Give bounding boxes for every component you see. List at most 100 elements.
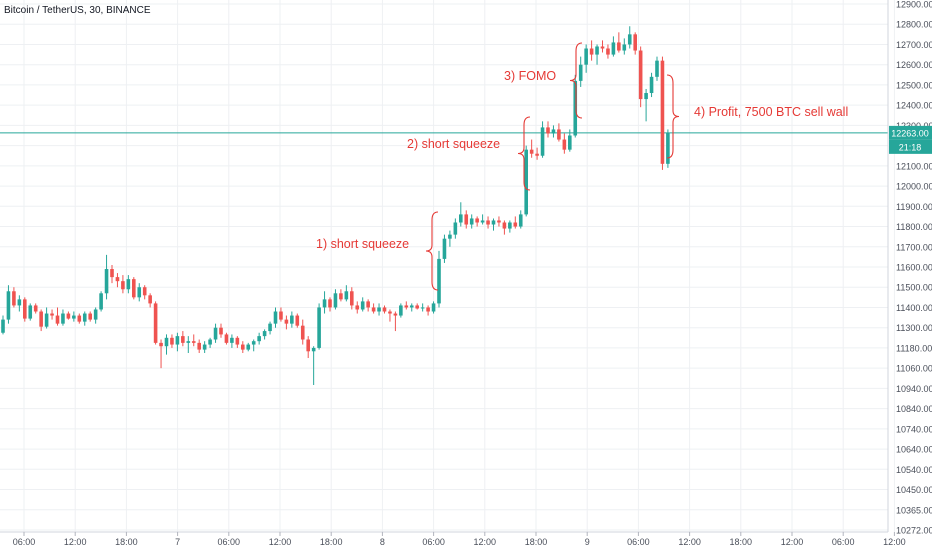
- candle-body: [290, 315, 294, 324]
- candle-body: [115, 277, 120, 282]
- candle-body: [595, 46, 599, 55]
- candle-body: [251, 341, 256, 345]
- candle: [546, 121, 550, 138]
- candle: [6, 285, 11, 324]
- price-tick-label: 11600.00: [896, 263, 932, 273]
- candle: [535, 147, 539, 160]
- candle-body: [497, 220, 501, 223]
- candle: [589, 40, 594, 61]
- candle-body: [557, 129, 561, 140]
- candle: [442, 234, 447, 263]
- annotation-brace: [569, 42, 583, 119]
- candle-body: [181, 336, 185, 343]
- candle-body: [219, 327, 223, 335]
- price-tick-label: 12600.00: [896, 60, 932, 70]
- price-tick-label: 11300.00: [896, 323, 932, 333]
- candle-body: [644, 93, 648, 100]
- candle: [251, 339, 256, 352]
- candle-body: [360, 301, 365, 310]
- candle-body: [6, 291, 11, 320]
- candle: [257, 332, 261, 345]
- candle-body: [366, 301, 370, 308]
- candle-body: [633, 34, 637, 51]
- candle-body: [344, 291, 349, 300]
- candle: [77, 313, 82, 324]
- price-tick-label: 12400.00: [896, 101, 932, 111]
- candle-body: [39, 311, 43, 327]
- price-tick-label: 12900.00: [896, 0, 932, 10]
- candle-body: [666, 132, 670, 164]
- candle-body: [551, 129, 556, 134]
- candle: [649, 72, 654, 98]
- candle-body: [638, 50, 643, 100]
- candle-body: [502, 222, 507, 229]
- price-tick-label: 10740.00: [896, 424, 932, 434]
- candle: [453, 218, 458, 239]
- candle-body: [339, 293, 343, 300]
- candle-body: [611, 42, 616, 55]
- countdown-label: 21:18: [899, 142, 922, 152]
- candle-body: [12, 291, 16, 306]
- candle: [633, 32, 637, 55]
- annotation-label: 4) Profit, 7500 BTC sell wall: [694, 105, 848, 119]
- time-tick-label: 18:00: [730, 537, 753, 547]
- candle: [606, 44, 610, 59]
- candle: [12, 287, 16, 308]
- price-tick-label: 12000.00: [896, 182, 932, 192]
- candle-body: [262, 331, 267, 337]
- candle-body: [235, 337, 240, 345]
- candle-body: [191, 341, 196, 343]
- candle: [644, 88, 648, 122]
- candle: [137, 283, 142, 302]
- candle: [388, 309, 392, 322]
- price-tick-label: 10365.00: [896, 505, 932, 515]
- time-tick-label: 12:00: [678, 537, 701, 547]
- candle-body: [350, 291, 354, 306]
- candle: [208, 337, 212, 348]
- candle: [529, 139, 534, 158]
- price-tick-label: 12500.00: [896, 80, 932, 90]
- candle-body: [508, 222, 512, 229]
- time-tick-label: 8: [380, 537, 385, 547]
- candle: [448, 230, 452, 247]
- price-badges: 12263.00 21:18: [889, 125, 932, 154]
- chart-grid: [0, 0, 895, 532]
- candle: [279, 307, 283, 322]
- candle: [202, 341, 207, 353]
- candle-body: [273, 311, 278, 324]
- candle-body: [306, 339, 310, 352]
- candle-body: [480, 220, 485, 223]
- candle: [617, 32, 621, 53]
- candle: [284, 315, 289, 330]
- candle: [469, 214, 474, 229]
- price-tick-label: 11180.00: [896, 343, 932, 353]
- candle-body: [284, 319, 289, 324]
- candle: [273, 307, 278, 328]
- candle: [235, 336, 240, 348]
- candle: [666, 129, 670, 168]
- candle-body: [55, 315, 60, 324]
- candle-body: [371, 307, 376, 312]
- candle-body: [589, 48, 594, 55]
- time-tick-label: 18:00: [320, 537, 343, 547]
- candle: [404, 301, 409, 310]
- price-tick-label: 11400.00: [896, 303, 932, 313]
- candle-body: [28, 305, 33, 319]
- candle-body: [197, 342, 201, 350]
- candle: [219, 323, 223, 338]
- candle: [502, 220, 507, 235]
- candle: [66, 311, 71, 320]
- candle-body: [448, 234, 452, 239]
- candle-body: [159, 342, 163, 347]
- candle: [350, 287, 354, 310]
- candle: [93, 307, 98, 324]
- candle-body: [153, 303, 158, 343]
- price-tick-label: 11700.00: [896, 242, 932, 252]
- time-tick-label: 12:00: [64, 537, 87, 547]
- price-tick-label: 10840.00: [896, 404, 932, 414]
- candle: [164, 334, 169, 355]
- price-tick-label: 10640.00: [896, 445, 932, 455]
- candle-body: [617, 42, 621, 51]
